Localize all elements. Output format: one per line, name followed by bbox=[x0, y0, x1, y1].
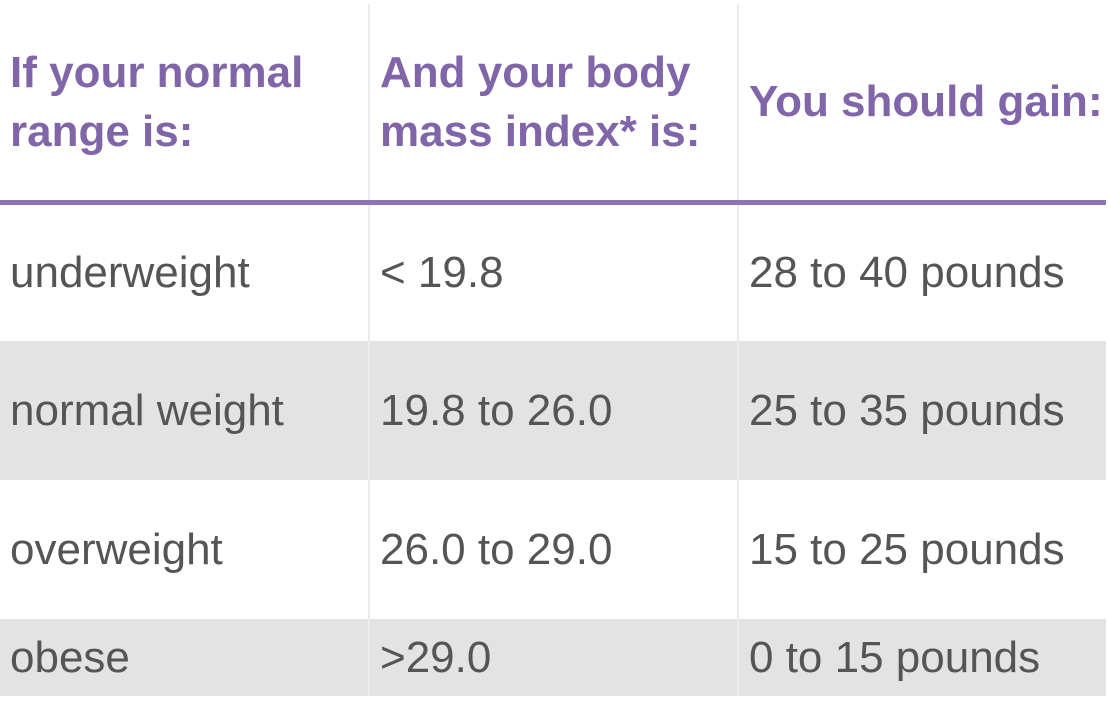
header-should-gain: You should gain: bbox=[737, 4, 1106, 205]
table-body: underweight < 19.8 28 to 40 pounds norma… bbox=[0, 202, 1106, 696]
cell-range: normal weight bbox=[10, 386, 284, 435]
table-row: overweight 26.0 to 29.0 15 to 25 pounds bbox=[0, 480, 1106, 619]
table-row: underweight < 19.8 28 to 40 pounds bbox=[0, 202, 1106, 341]
weight-gain-table: If your normal range is: And your body m… bbox=[0, 4, 1106, 696]
header-normal-range: If your normal range is: bbox=[0, 4, 369, 205]
cell-gain: 28 to 40 pounds bbox=[737, 202, 1106, 341]
header-row: If your normal range is: And your body m… bbox=[0, 4, 1106, 205]
cell-range: overweight bbox=[10, 525, 223, 574]
cell-gain: 25 to 35 pounds bbox=[737, 341, 1106, 480]
cell-bmi: 19.8 to 26.0 bbox=[368, 341, 738, 480]
header-body-mass-index: And your body mass index* is: bbox=[368, 4, 738, 205]
cell-bmi: 26.0 to 29.0 bbox=[368, 480, 738, 619]
table-row: obese >29.0 0 to 15 pounds bbox=[0, 619, 1106, 696]
cell-bmi: >29.0 bbox=[368, 619, 738, 696]
cell-gain: 15 to 25 pounds bbox=[737, 480, 1106, 619]
cell-gain: 0 to 15 pounds bbox=[737, 619, 1106, 696]
table-row: normal weight 19.8 to 26.0 25 to 35 poun… bbox=[0, 341, 1106, 480]
cell-range: underweight bbox=[10, 248, 250, 298]
table-header: If your normal range is: And your body m… bbox=[0, 4, 1106, 205]
cell-bmi: < 19.8 bbox=[368, 202, 738, 341]
cell-range: obese bbox=[10, 633, 130, 682]
